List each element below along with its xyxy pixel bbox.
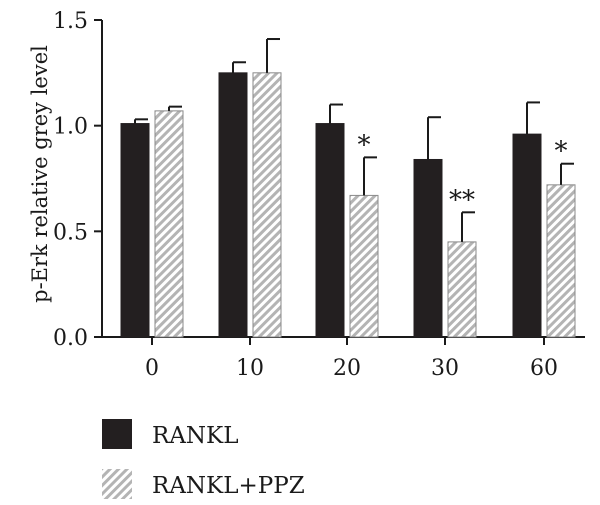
bars: [120, 72, 576, 338]
error-bars: [134, 38, 574, 242]
x-tick-label: 30: [431, 356, 459, 381]
legend-label-rankl-ppz: RANKL+PPZ: [152, 473, 305, 499]
axes: 0.0 0.5 1.0 1.5 0 10 20 30 60: [53, 9, 585, 381]
y-tick-label: 1.0: [53, 115, 88, 140]
y-tick-label: 0.5: [53, 220, 88, 245]
bar-rankl-20: [315, 123, 345, 338]
significance-mark-20: *: [358, 130, 371, 160]
legend: RANKL RANKL+PPZ: [102, 419, 305, 499]
bar-rankl-ppz-60: [546, 184, 576, 338]
bar-rankl-ppz-10: [252, 72, 282, 338]
y-tick-label: 0.0: [53, 326, 88, 351]
significance-mark-60: *: [555, 137, 568, 167]
x-tick-label: 20: [333, 356, 361, 381]
bar-rankl-0: [120, 123, 150, 338]
significance-marks: ****: [358, 130, 568, 215]
significance-mark-30: **: [449, 185, 475, 215]
bar-rankl-ppz-30: [447, 241, 477, 338]
bar-rankl-30: [413, 158, 443, 338]
bar-rankl-ppz-0: [154, 110, 184, 338]
x-tick-label: 60: [530, 356, 558, 381]
y-axis-title: p-Erk relative grey level: [28, 45, 52, 303]
bar-rankl-60: [512, 133, 542, 338]
bar-rankl-ppz-20: [349, 194, 379, 338]
legend-swatch-rankl: [102, 419, 132, 449]
y-tick-label: 1.5: [53, 9, 88, 34]
x-tick-label: 10: [236, 356, 264, 381]
x-tick-label: 0: [145, 356, 159, 381]
bar-rankl-10: [218, 72, 248, 338]
legend-label-rankl: RANKL: [152, 423, 239, 449]
legend-swatch-rankl-ppz: [102, 469, 132, 499]
